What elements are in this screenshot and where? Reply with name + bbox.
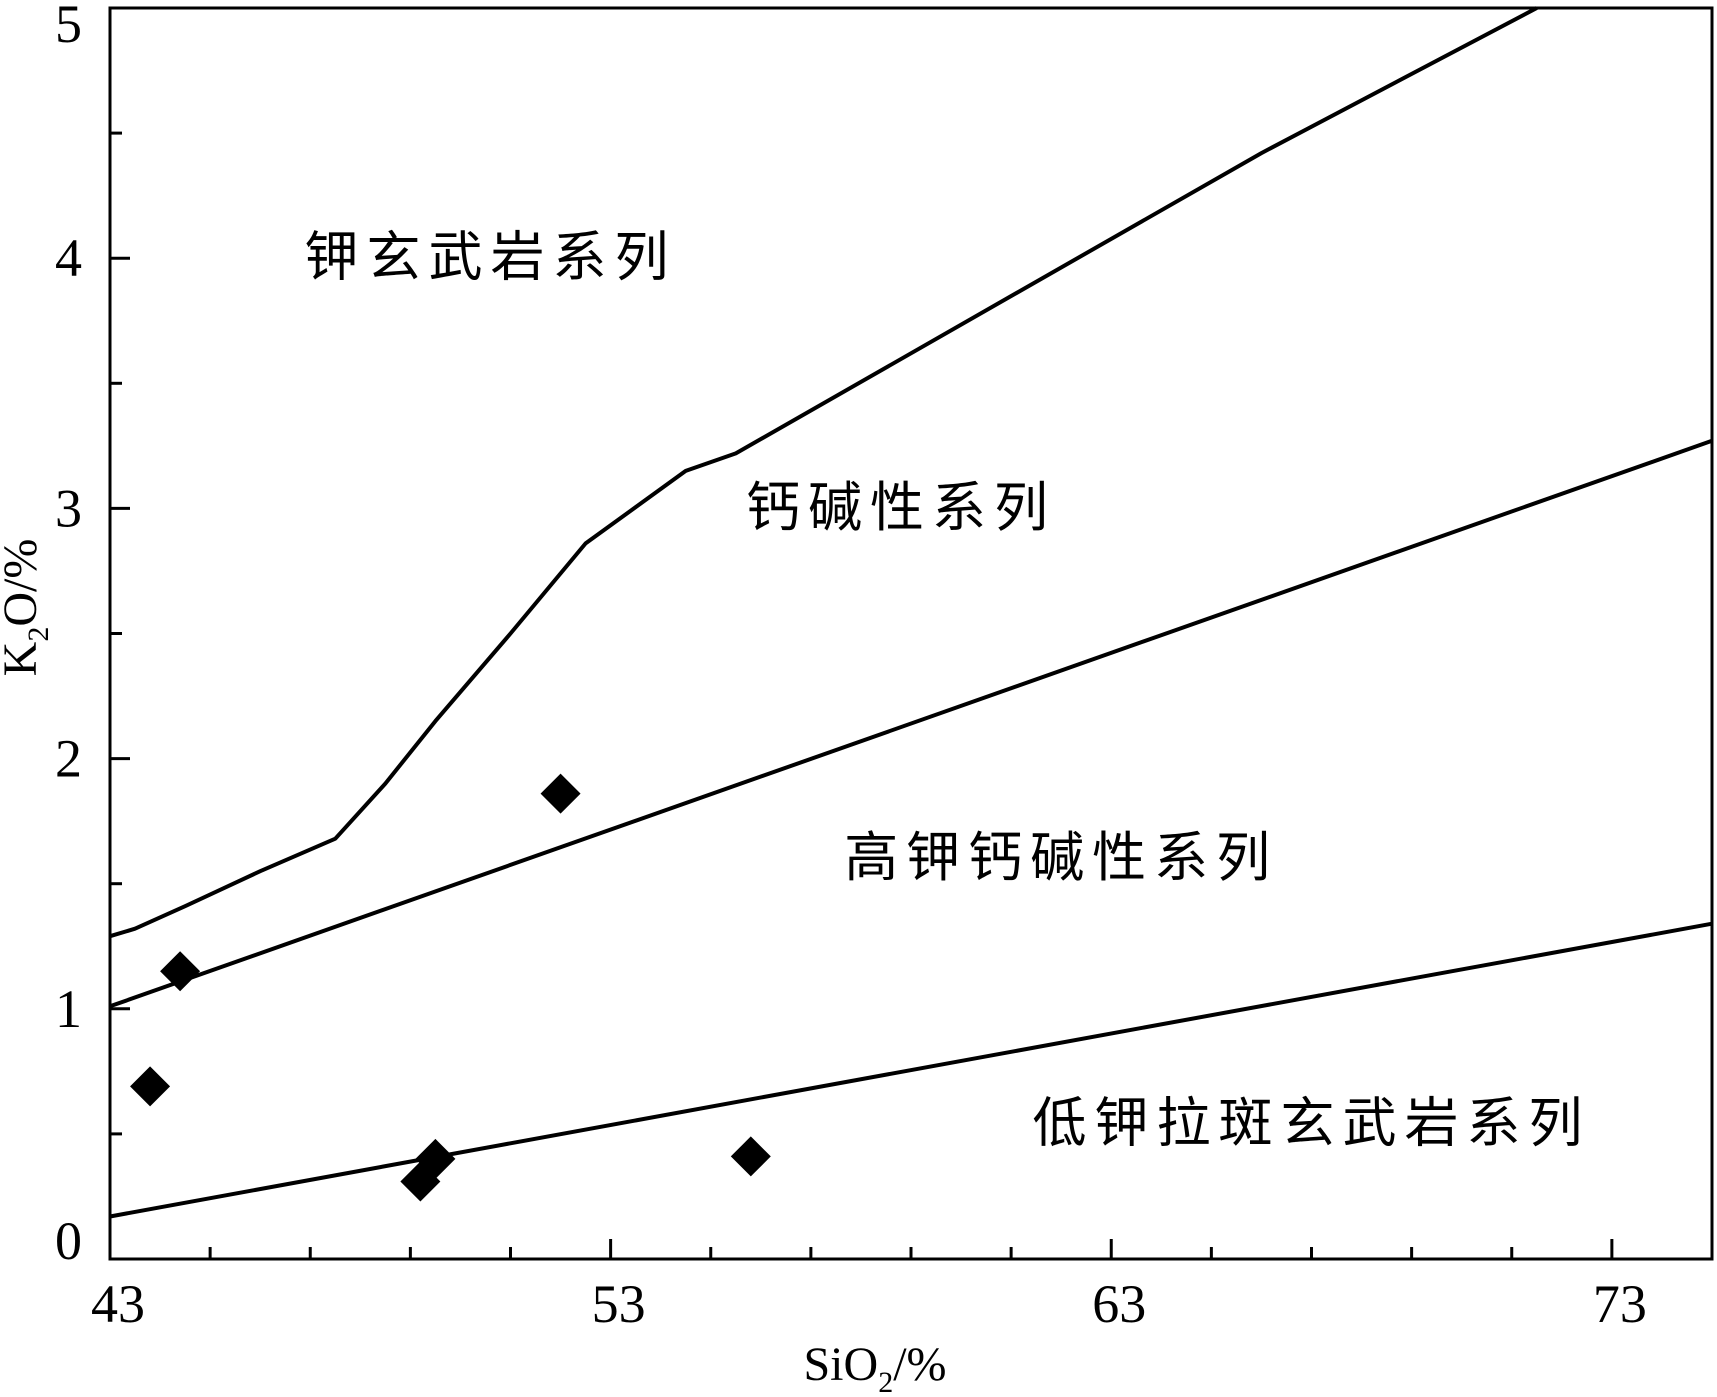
x-tick-label: 63	[1092, 1274, 1146, 1334]
data-points	[130, 773, 771, 1202]
y-tick-label: 4	[55, 228, 82, 288]
boundary-line-3	[109, 921, 1713, 1219]
y-tick-label: 2	[55, 729, 82, 789]
y-tick-label: 3	[55, 478, 82, 538]
region-label-1: 钾玄武岩系列	[304, 226, 676, 289]
y-tick-label: 1	[55, 979, 82, 1039]
axis-ticks	[108, 6, 1714, 1261]
region-label-4: 低钾拉斑玄武岩系列	[1033, 1091, 1591, 1154]
x-tick-label: 73	[1593, 1274, 1647, 1334]
region-label-2: 钙碱性系列	[746, 476, 1056, 539]
x-axis-title-main: SiO	[803, 1338, 878, 1391]
x-tick-label: 43	[91, 1274, 145, 1334]
boundary-line-1	[109, 6, 1538, 939]
y-axis-title-unit: O/%	[0, 539, 47, 627]
data-point	[160, 951, 201, 992]
y-tick-label: 0	[55, 1211, 82, 1271]
region-label-3: 高钾钙碱性系列	[844, 826, 1278, 889]
y-tick-label: 5	[55, 0, 82, 54]
y-axis-title-sub: 2	[22, 627, 55, 642]
data-point	[130, 1066, 171, 1107]
data-point	[415, 1138, 456, 1179]
x-axis-title: SiO2/%	[803, 1338, 946, 1392]
x-axis-title-unit: /%	[893, 1338, 946, 1391]
boundary-lines	[109, 6, 1713, 1219]
axis-tick-labels: 43 53 63 73 0 1 2 3 4 5	[55, 0, 1647, 1334]
y-axis-title: K2O/%	[0, 539, 55, 677]
data-point	[730, 1136, 771, 1177]
boundary-line-2	[109, 438, 1713, 1009]
x-axis-title-sub: 2	[878, 1366, 893, 1392]
y-axis-title-main: K	[0, 641, 47, 676]
data-point	[540, 773, 581, 814]
x-tick-label: 53	[592, 1274, 646, 1334]
